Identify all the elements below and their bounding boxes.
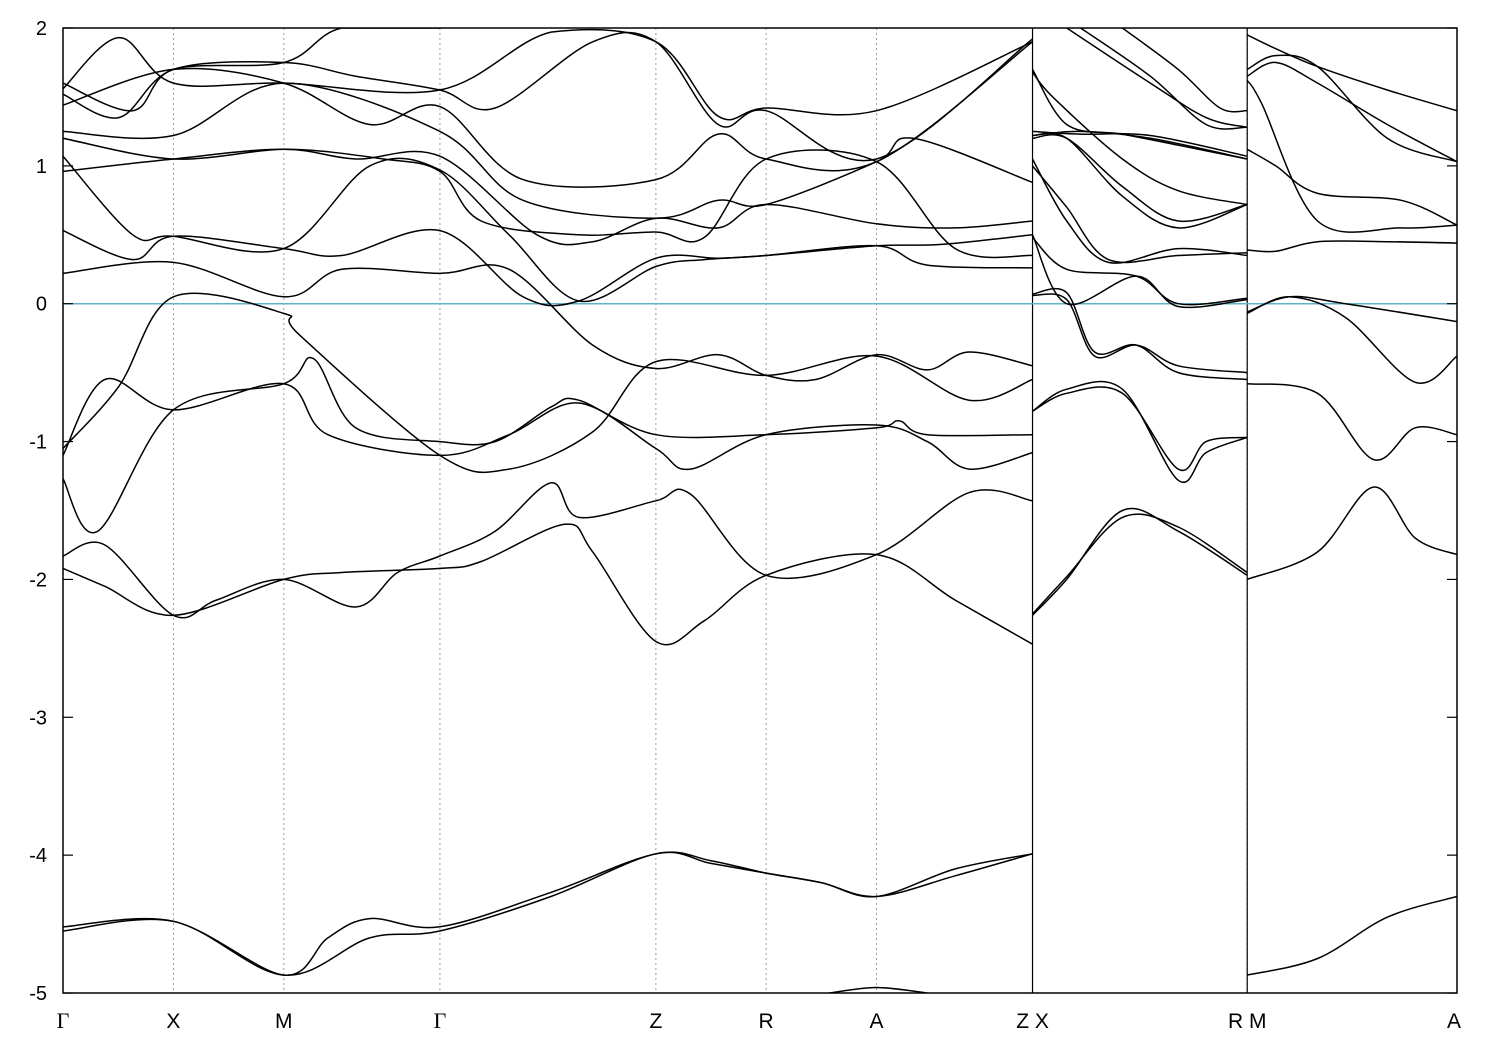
- band-line: [1031, 69, 1248, 160]
- band-line: [1246, 79, 1457, 233]
- band-line: [1032, 133, 1248, 223]
- band-line: [63, 292, 1033, 474]
- band-line: [63, 31, 1033, 162]
- band-line: [1246, 61, 1457, 163]
- band-line: [63, 82, 1033, 219]
- y-tick-label: -3: [29, 707, 47, 729]
- kpoint-label: M: [275, 1010, 293, 1033]
- band-line: [1031, 165, 1248, 264]
- band-line: [829, 986, 928, 993]
- band-line: [1246, 148, 1457, 226]
- band-line: [1246, 54, 1457, 163]
- y-tick-label: -2: [29, 569, 47, 591]
- kpoint-label: X: [166, 1010, 180, 1033]
- band-line: [1031, 236, 1248, 306]
- band-line: [1246, 295, 1457, 323]
- band-line: [1032, 132, 1248, 229]
- band-line: [1246, 296, 1457, 384]
- y-tick-label: -5: [29, 983, 47, 1005]
- band-line: [1031, 513, 1248, 615]
- band-line: [1247, 382, 1457, 461]
- kpoint-label: R M: [1228, 1010, 1267, 1033]
- kpoint-label: R: [759, 1010, 774, 1033]
- y-axis-ticks: -5 -4 -3 -2 -1 0 1 2: [29, 18, 1457, 1005]
- band-line: [1032, 386, 1248, 472]
- band-line: [63, 28, 440, 112]
- band-line: [1031, 158, 1248, 264]
- band-line: [63, 260, 1033, 382]
- band-line: [63, 851, 1033, 976]
- kpoint-label: A: [870, 1010, 884, 1033]
- kpoint-label: Γ: [434, 1008, 447, 1033]
- band-line: [1032, 130, 1248, 160]
- band-line: [63, 851, 1033, 976]
- kpoint-label: Γ: [57, 1008, 70, 1033]
- kpoint-label: A: [1447, 1010, 1461, 1033]
- band-line: [1032, 380, 1248, 484]
- kpoint-gridlines: [172, 28, 1248, 993]
- y-tick-label: -1: [29, 432, 47, 454]
- band-lines: [63, 28, 1457, 993]
- band-line: [1121, 28, 1248, 113]
- band-line: [1031, 234, 1248, 309]
- band-line: [63, 137, 1033, 246]
- band-line: [63, 482, 1033, 619]
- band-line: [63, 148, 1033, 259]
- plot-border: [62, 27, 1458, 994]
- band-line: [1247, 895, 1457, 976]
- band-line: [63, 356, 1033, 534]
- band-line: [1032, 293, 1248, 374]
- band-line: [1246, 34, 1457, 112]
- band-line: [1066, 28, 1248, 129]
- kpoint-label: Z: [649, 1010, 662, 1033]
- plot-frame: [62, 27, 1458, 994]
- band-line: [1247, 240, 1457, 253]
- kpoint-label: Z X: [1016, 1010, 1049, 1033]
- band-line: [1032, 288, 1248, 381]
- band-line: [63, 523, 1033, 646]
- band-line: [63, 41, 1033, 188]
- band-line: [1031, 507, 1248, 616]
- band-line: [63, 377, 1033, 471]
- band-line: [1246, 486, 1457, 581]
- y-tick-label: -4: [29, 845, 47, 867]
- band-line: [1080, 28, 1248, 130]
- y-tick-label: 0: [36, 294, 47, 316]
- y-tick-label: 1: [36, 156, 47, 178]
- band-line: [63, 28, 1033, 121]
- y-tick-label: 2: [36, 18, 47, 40]
- band-line: [63, 155, 1033, 303]
- band-line: [1031, 71, 1248, 206]
